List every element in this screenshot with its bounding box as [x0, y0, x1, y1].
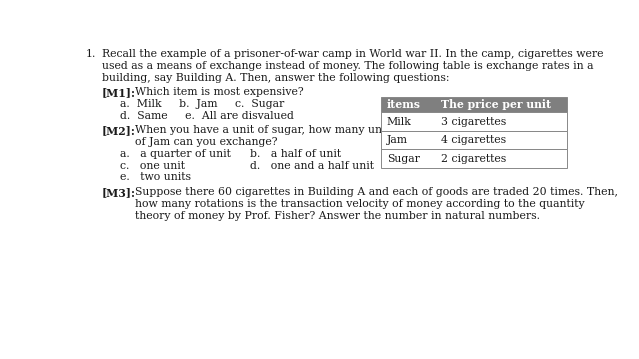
Text: Which item is most expensive?: Which item is most expensive?	[135, 87, 304, 97]
Text: 1.: 1.	[85, 49, 96, 59]
Bar	[381, 149, 567, 168]
Text: c.   one unit: c. one unit	[120, 160, 185, 171]
Text: a.   a quarter of unit: a. a quarter of unit	[120, 149, 231, 159]
Text: b.   a half of unit: b. a half of unit	[250, 149, 341, 159]
Text: how many rotations is the transaction velocity of money according to the quantit: how many rotations is the transaction ve…	[135, 199, 585, 209]
Text: [M2]:: [M2]:	[102, 125, 135, 136]
Bar	[381, 131, 567, 149]
Text: building, say Building A. Then, answer the following questions:: building, say Building A. Then, answer t…	[102, 73, 449, 83]
Text: theory of money by Prof. Fisher? Answer the number in natural numbers.: theory of money by Prof. Fisher? Answer …	[135, 211, 540, 222]
Text: used as a means of exchange instead of money. The following table is exchange ra: used as a means of exchange instead of m…	[102, 61, 593, 71]
Text: Jam: Jam	[387, 135, 408, 145]
Text: d.  Same     e.  All are disvalued: d. Same e. All are disvalued	[120, 111, 294, 121]
Text: Suppose there 60 cigarettes in Building A and each of goods are traded 20 times.: Suppose there 60 cigarettes in Building …	[135, 187, 618, 197]
Text: Milk: Milk	[387, 117, 412, 127]
Text: 4 cigarettes: 4 cigarettes	[441, 135, 506, 145]
Text: items: items	[387, 99, 420, 110]
Text: of Jam can you exchange?: of Jam can you exchange?	[135, 137, 277, 146]
Text: Sugar: Sugar	[387, 154, 420, 164]
Text: The price per unit: The price per unit	[441, 99, 551, 110]
Text: Recall the example of a prisoner-of-war camp in World war II. In the camp, cigar: Recall the example of a prisoner-of-war …	[102, 49, 603, 59]
Text: a.  Milk     b.  Jam     c.  Sugar: a. Milk b. Jam c. Sugar	[120, 99, 284, 109]
Bar	[381, 112, 567, 131]
Text: When you have a unit of sugar, how many units: When you have a unit of sugar, how many …	[135, 125, 395, 135]
Bar	[381, 97, 567, 112]
Text: [M1]:: [M1]:	[102, 87, 135, 98]
Text: 3 cigarettes: 3 cigarettes	[441, 117, 506, 127]
Text: e.   two units: e. two units	[120, 172, 191, 182]
Text: 2 cigarettes: 2 cigarettes	[441, 154, 506, 164]
Text: d.   one and a half unit: d. one and a half unit	[250, 160, 374, 171]
Text: [M3]:: [M3]:	[102, 187, 135, 199]
